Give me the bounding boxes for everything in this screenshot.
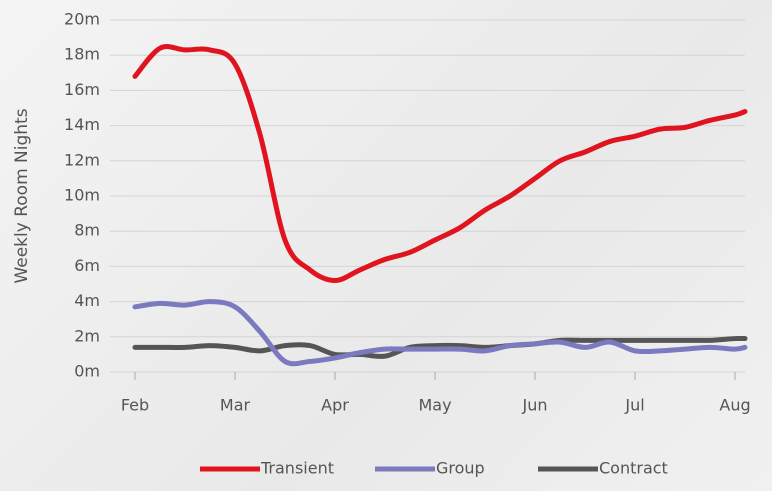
y-tick-label: 16m [64, 80, 100, 99]
y-tick-label: 12m [64, 150, 100, 169]
y-tick-label: 4m [74, 291, 100, 310]
x-tick-label: Feb [121, 396, 149, 415]
y-tick-label: 10m [64, 186, 100, 205]
y-tick-label: 8m [74, 221, 100, 240]
x-tick-label: May [418, 396, 451, 415]
legend-label: Contract [599, 459, 668, 478]
x-tick-label: Jul [624, 396, 644, 415]
x-tick-label: Jun [522, 396, 548, 415]
y-tick-label: 6m [74, 256, 100, 275]
y-tick-label: 0m [74, 362, 100, 381]
y-tick-label: 14m [64, 115, 100, 134]
y-tick-label: 2m [74, 326, 100, 345]
legend-label: Transient [260, 459, 334, 478]
x-tick-label: Aug [719, 396, 750, 415]
series-line [132, 299, 748, 367]
x-tick-label: Apr [321, 396, 349, 415]
series-line [132, 335, 748, 359]
legend-label: Group [436, 459, 485, 478]
series-line [132, 44, 748, 283]
y-tick-label: 18m [64, 45, 100, 64]
y-tick-label: 20m [64, 10, 100, 29]
y-axis-label: Weekly Room Nights [12, 108, 32, 283]
x-tick-label: Mar [220, 396, 251, 415]
